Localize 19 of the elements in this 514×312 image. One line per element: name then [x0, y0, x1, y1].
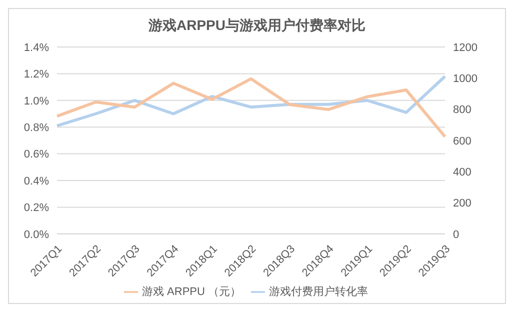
y2-tick-label: 400 [453, 166, 472, 179]
y-tick-label: 0.0% [24, 228, 50, 241]
y2-tick-label: 0 [453, 228, 460, 241]
y2-tick-label: 200 [453, 198, 472, 210]
line-series [56, 77, 446, 138]
y-tick-label: 1.4% [24, 42, 50, 54]
y2-tick-label: 1000 [453, 73, 478, 86]
legend-label: 游戏付费用户转化率 [269, 286, 368, 298]
y-tick-label: 0.4% [24, 175, 50, 188]
y-tick-label: 1.0% [24, 95, 50, 108]
y-tick-label: 0.2% [24, 202, 50, 214]
y-tick-label: 1.2% [24, 68, 50, 81]
y-tick-label: 0.8% [24, 122, 50, 134]
y2-tick-label: 1200 [453, 42, 478, 54]
y-tick-label: 0.6% [24, 148, 50, 161]
y2-tick-label: 600 [453, 135, 472, 148]
y2-tick-label: 800 [453, 104, 472, 116]
legend-label: 游戏 ARPPU （元） [142, 286, 241, 298]
chart-title: 游戏ARPPU与游戏用户付费率对比 [147, 16, 366, 35]
